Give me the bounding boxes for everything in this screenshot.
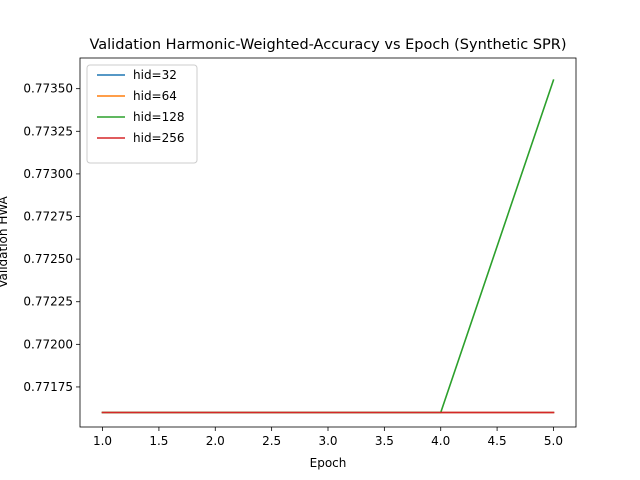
x-tick-label: 4.0 [431, 434, 450, 448]
legend-label: hid=64 [133, 89, 177, 103]
y-tick-label: 0.77225 [23, 295, 73, 309]
x-axis-title: Epoch [310, 456, 347, 470]
x-tick-label: 1.5 [149, 434, 168, 448]
chart-title: Validation Harmonic-Weighted-Accuracy vs… [89, 37, 566, 53]
legend: hid=32 hid=64 hid=128 hid=256 [86, 64, 198, 164]
plot-area [101, 79, 555, 414]
x-tick-label: 4.5 [488, 434, 507, 448]
y-tick-label: 0.77300 [23, 167, 73, 181]
y-tick-label: 0.77275 [23, 210, 73, 224]
y-tick-label: 0.77350 [23, 82, 73, 96]
legend-label: hid=256 [133, 131, 185, 145]
y-tick-label: 0.77325 [23, 124, 73, 138]
y-axis: 0.77175 0.77200 0.77225 0.77250 0.77275 0.773… [23, 82, 80, 394]
x-tick-label: 2.5 [262, 434, 281, 448]
x-axis: 1.0 1.5 2.0 2.5 3.0 3.5 4.0 4.5 5.0 [93, 427, 563, 448]
x-tick-label: 3.0 [318, 434, 337, 448]
x-tick-label: 1.0 [93, 434, 112, 448]
y-axis-title: Validation HWA [0, 195, 10, 287]
x-tick-label: 5.0 [544, 434, 563, 448]
legend-label: hid=128 [133, 110, 185, 124]
x-tick-label: 2.0 [206, 434, 225, 448]
y-tick-label: 0.77200 [23, 337, 73, 351]
legend-label: hid=32 [133, 68, 177, 82]
y-tick-label: 0.77250 [23, 252, 73, 266]
x-tick-label: 3.5 [375, 434, 394, 448]
y-tick-label: 0.77175 [23, 380, 73, 394]
